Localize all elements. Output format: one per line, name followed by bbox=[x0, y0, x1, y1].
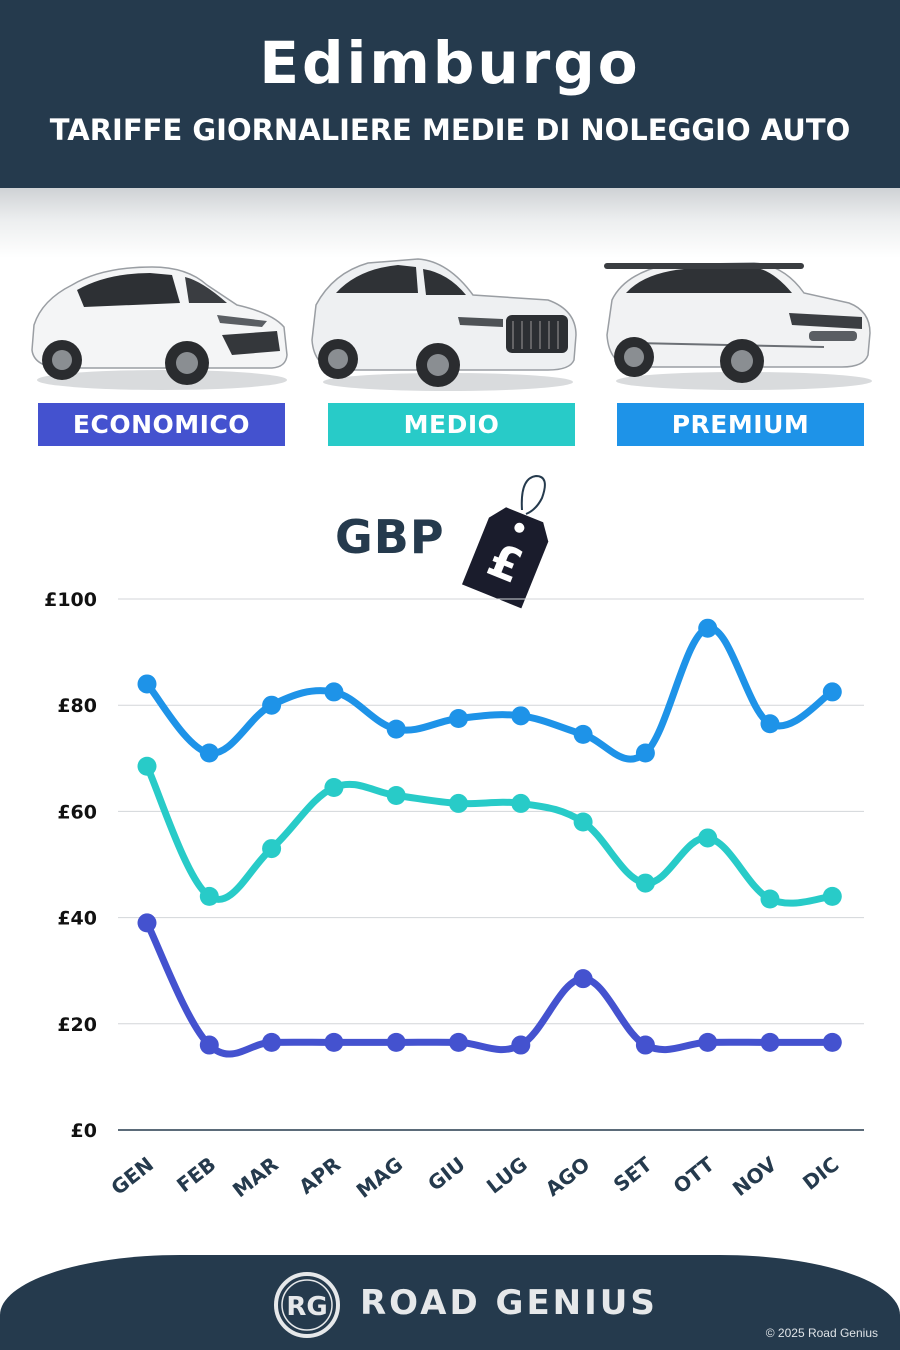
x-tick-label: OTT bbox=[669, 1152, 719, 1199]
data-point-economico-giu bbox=[449, 1032, 468, 1052]
y-tick-label: £0 bbox=[71, 1120, 97, 1142]
road-genius-logo-icon: RG bbox=[272, 1270, 342, 1340]
data-point-premium-feb bbox=[199, 743, 219, 763]
data-point-premium-giu bbox=[449, 708, 468, 728]
x-tick-label: NOV bbox=[728, 1152, 782, 1201]
data-point-medio-set bbox=[635, 873, 655, 893]
x-tick-label: MAG bbox=[352, 1152, 408, 1203]
data-point-premium-mag bbox=[386, 719, 406, 739]
category-label-medio: MEDIO bbox=[328, 403, 575, 446]
data-point-economico-feb bbox=[199, 1035, 219, 1055]
x-tick-label: MAR bbox=[228, 1152, 283, 1202]
data-point-premium-dic bbox=[822, 682, 842, 702]
data-point-economico-dic bbox=[822, 1032, 842, 1052]
x-tick-label: SET bbox=[609, 1152, 657, 1197]
data-point-economico-mar bbox=[262, 1032, 282, 1052]
data-point-economico-gen bbox=[137, 913, 157, 933]
price-tag-icon: £ bbox=[450, 470, 560, 610]
x-tick-label: AGO bbox=[541, 1152, 594, 1201]
data-point-medio-feb bbox=[199, 886, 219, 906]
page-subtitle: TARIFFE GIORNALIERE MEDIE DI NOLEGGIO AU… bbox=[49, 113, 851, 147]
x-tick-label: LUG bbox=[482, 1152, 532, 1198]
rental-rate-line-chart: £0 £20 £40 £60 £80 £100 GEN FEB MAR APR MAG GIU LUG… bbox=[44, 589, 864, 1203]
y-tick-label: £20 bbox=[57, 1014, 97, 1036]
series-line-economico bbox=[143, 919, 836, 1058]
category-label-economico: ECONOMICO bbox=[38, 403, 285, 446]
x-tick-label: GIU bbox=[423, 1152, 469, 1196]
y-tick-label: £100 bbox=[44, 589, 97, 611]
x-tick-label: FEB bbox=[172, 1152, 220, 1197]
footer-banner bbox=[0, 1255, 900, 1350]
copyright-text: © 2025 Road Genius bbox=[765, 1326, 878, 1340]
page-title: Edimburgo bbox=[259, 29, 641, 97]
data-point-medio-mar bbox=[262, 839, 282, 859]
medium-car-image bbox=[308, 255, 578, 395]
category-label-premium: PREMIUM bbox=[617, 403, 864, 446]
data-point-economico-mag bbox=[386, 1032, 406, 1052]
series-line-premium bbox=[143, 624, 836, 763]
data-point-economico-apr bbox=[324, 1032, 344, 1052]
data-point-medio-apr bbox=[324, 778, 344, 798]
brand-name: ROAD GENIUS bbox=[360, 1283, 658, 1323]
logo-monogram: RG bbox=[286, 1292, 327, 1322]
series-line-medio bbox=[143, 762, 836, 907]
data-point-economico-set bbox=[635, 1035, 655, 1055]
economy-car-image bbox=[22, 255, 292, 395]
data-point-premium-apr bbox=[324, 682, 344, 702]
data-point-economico-nov bbox=[760, 1032, 780, 1052]
x-tick-label: DIC bbox=[798, 1152, 843, 1195]
data-point-medio-gen bbox=[137, 756, 157, 776]
data-point-premium-ott bbox=[698, 618, 718, 638]
data-point-premium-nov bbox=[760, 714, 780, 734]
premium-car-image bbox=[604, 255, 874, 395]
data-point-economico-ago bbox=[573, 969, 593, 989]
data-point-medio-dic bbox=[822, 886, 842, 906]
currency-label: GBP bbox=[335, 510, 445, 564]
data-point-medio-lug bbox=[511, 793, 531, 813]
data-point-medio-giu bbox=[449, 793, 468, 813]
data-point-economico-lug bbox=[511, 1035, 531, 1055]
data-point-premium-set bbox=[635, 743, 655, 763]
data-point-medio-ago bbox=[573, 812, 593, 832]
x-tick-label: GEN bbox=[106, 1152, 158, 1200]
data-point-medio-ott bbox=[698, 828, 718, 848]
data-point-economico-ott bbox=[698, 1032, 718, 1052]
data-point-medio-mag bbox=[386, 785, 406, 805]
y-tick-label: £80 bbox=[57, 695, 97, 717]
x-tick-label: APR bbox=[294, 1152, 345, 1199]
header-shadow bbox=[0, 188, 900, 258]
data-point-premium-gen bbox=[137, 674, 157, 694]
data-point-medio-nov bbox=[760, 889, 780, 909]
data-point-premium-ago bbox=[573, 724, 593, 744]
y-tick-label: £40 bbox=[57, 908, 97, 930]
header-banner: Edimburgo TARIFFE GIORNALIERE MEDIE DI N… bbox=[0, 0, 900, 188]
data-point-premium-mar bbox=[262, 695, 282, 715]
y-tick-label: £60 bbox=[57, 801, 97, 823]
data-point-premium-lug bbox=[511, 706, 531, 726]
